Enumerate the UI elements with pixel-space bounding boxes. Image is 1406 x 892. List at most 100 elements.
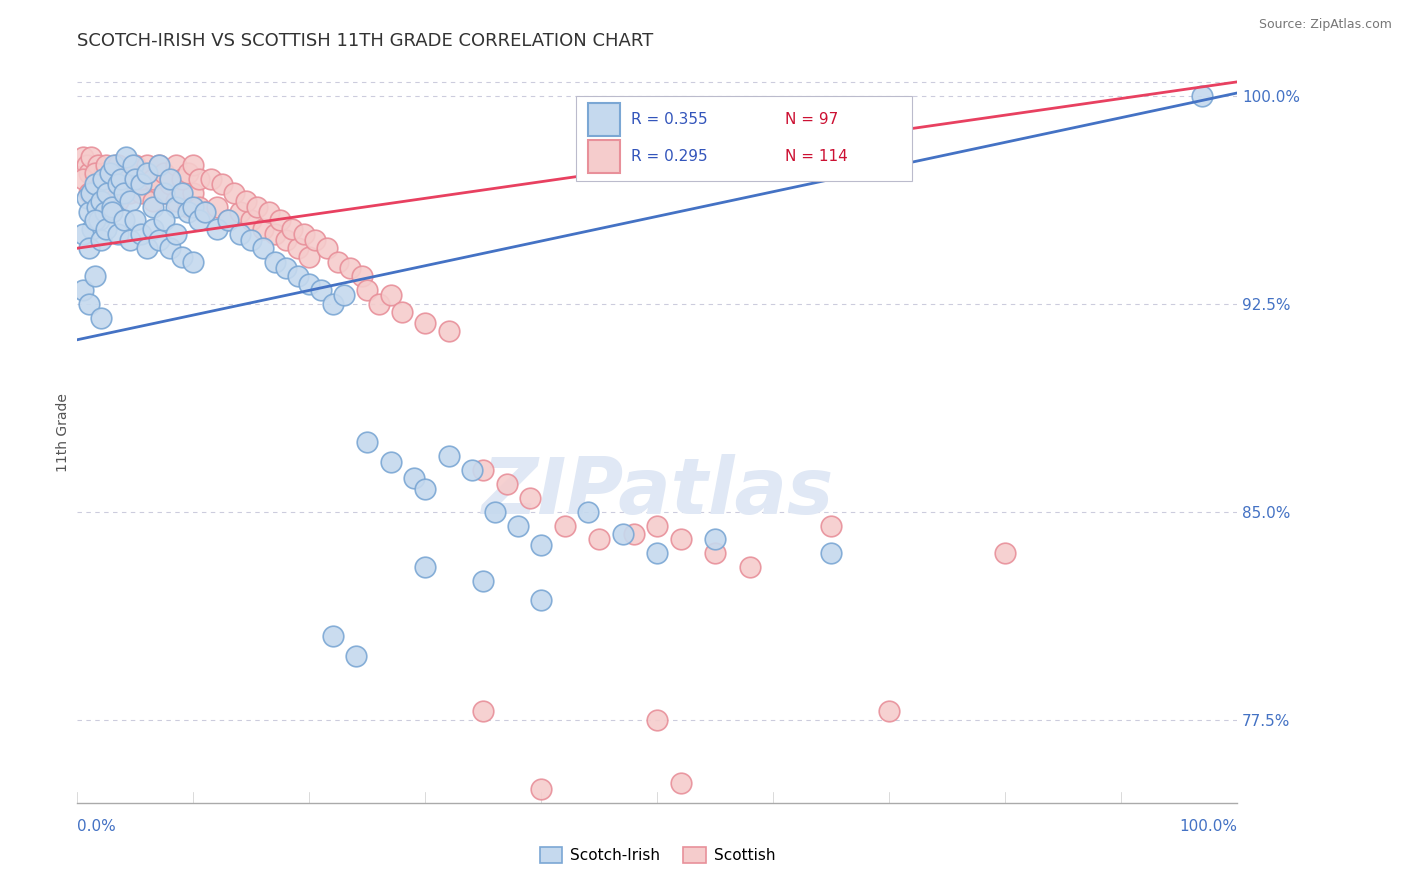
Point bbox=[328, 255, 350, 269]
Point bbox=[188, 172, 211, 186]
Point bbox=[413, 560, 436, 574]
Point bbox=[148, 158, 170, 172]
Point bbox=[110, 172, 132, 186]
Point bbox=[240, 233, 263, 247]
Point bbox=[437, 325, 460, 339]
Point bbox=[165, 200, 187, 214]
Point bbox=[472, 574, 495, 588]
Point bbox=[170, 172, 193, 186]
Point bbox=[287, 241, 309, 255]
Point bbox=[647, 518, 669, 533]
Point bbox=[159, 241, 181, 255]
Point bbox=[101, 178, 124, 192]
Point bbox=[506, 518, 529, 533]
Point bbox=[820, 546, 842, 560]
Point bbox=[183, 200, 205, 214]
Point bbox=[170, 250, 193, 264]
Point bbox=[129, 186, 152, 200]
Point bbox=[87, 158, 110, 172]
Point bbox=[80, 150, 103, 164]
Point bbox=[103, 158, 125, 172]
Text: ZIPatlas: ZIPatlas bbox=[481, 454, 834, 530]
Point bbox=[333, 288, 356, 302]
Point bbox=[72, 227, 94, 242]
Point bbox=[129, 172, 152, 186]
Point bbox=[142, 194, 165, 208]
Point bbox=[148, 233, 170, 247]
Point bbox=[669, 533, 692, 547]
Point bbox=[704, 546, 727, 560]
Point bbox=[170, 186, 193, 200]
Point bbox=[380, 288, 402, 302]
Point bbox=[107, 227, 129, 242]
Legend: Scotch-Irish, Scottish: Scotch-Irish, Scottish bbox=[533, 841, 782, 869]
Point bbox=[101, 200, 124, 214]
Point bbox=[124, 158, 146, 172]
Point bbox=[82, 222, 104, 236]
Text: Source: ZipAtlas.com: Source: ZipAtlas.com bbox=[1258, 18, 1392, 31]
Point bbox=[124, 172, 146, 186]
Point bbox=[136, 166, 159, 180]
Point bbox=[994, 546, 1017, 560]
Point bbox=[321, 296, 344, 310]
Point bbox=[263, 255, 285, 269]
Point bbox=[276, 233, 298, 247]
Point bbox=[704, 533, 727, 547]
FancyBboxPatch shape bbox=[588, 103, 620, 136]
Point bbox=[159, 172, 181, 186]
Point bbox=[129, 178, 152, 192]
Point bbox=[211, 178, 233, 192]
Point bbox=[165, 227, 187, 242]
Point bbox=[165, 194, 187, 208]
Point bbox=[530, 781, 553, 796]
Point bbox=[176, 200, 198, 214]
Point bbox=[530, 538, 553, 552]
Point bbox=[472, 704, 495, 718]
Point bbox=[96, 186, 118, 200]
Point bbox=[188, 200, 211, 214]
Point bbox=[413, 483, 436, 497]
Point bbox=[820, 518, 842, 533]
Point bbox=[298, 277, 321, 292]
Point bbox=[83, 166, 105, 180]
Point bbox=[90, 233, 111, 247]
Point bbox=[276, 260, 298, 275]
Point bbox=[235, 194, 257, 208]
Point bbox=[1191, 88, 1213, 103]
Point bbox=[72, 283, 94, 297]
Point bbox=[287, 268, 309, 283]
Point bbox=[129, 227, 152, 242]
Point bbox=[118, 166, 141, 180]
Point bbox=[183, 158, 205, 172]
Point bbox=[188, 213, 211, 227]
Point bbox=[136, 158, 159, 172]
Point bbox=[98, 166, 121, 180]
Point bbox=[413, 316, 436, 330]
Point bbox=[122, 172, 145, 186]
Point bbox=[623, 526, 645, 541]
Point bbox=[356, 435, 378, 450]
Point bbox=[124, 178, 146, 192]
Point bbox=[228, 205, 252, 219]
Point bbox=[118, 233, 141, 247]
Point bbox=[98, 172, 121, 186]
Point bbox=[112, 178, 135, 192]
Point bbox=[461, 463, 484, 477]
Point bbox=[159, 172, 181, 186]
Point bbox=[118, 194, 141, 208]
Point bbox=[740, 560, 762, 574]
Point bbox=[495, 477, 517, 491]
Point bbox=[612, 526, 634, 541]
Point bbox=[530, 593, 553, 607]
Point bbox=[380, 455, 402, 469]
Point bbox=[77, 166, 100, 180]
Point bbox=[217, 213, 239, 227]
Point bbox=[484, 505, 506, 519]
Point bbox=[83, 172, 105, 186]
Point bbox=[153, 186, 176, 200]
Point bbox=[77, 296, 100, 310]
Point bbox=[257, 205, 280, 219]
Point bbox=[112, 186, 135, 200]
Point bbox=[107, 178, 129, 192]
Point bbox=[90, 178, 111, 192]
